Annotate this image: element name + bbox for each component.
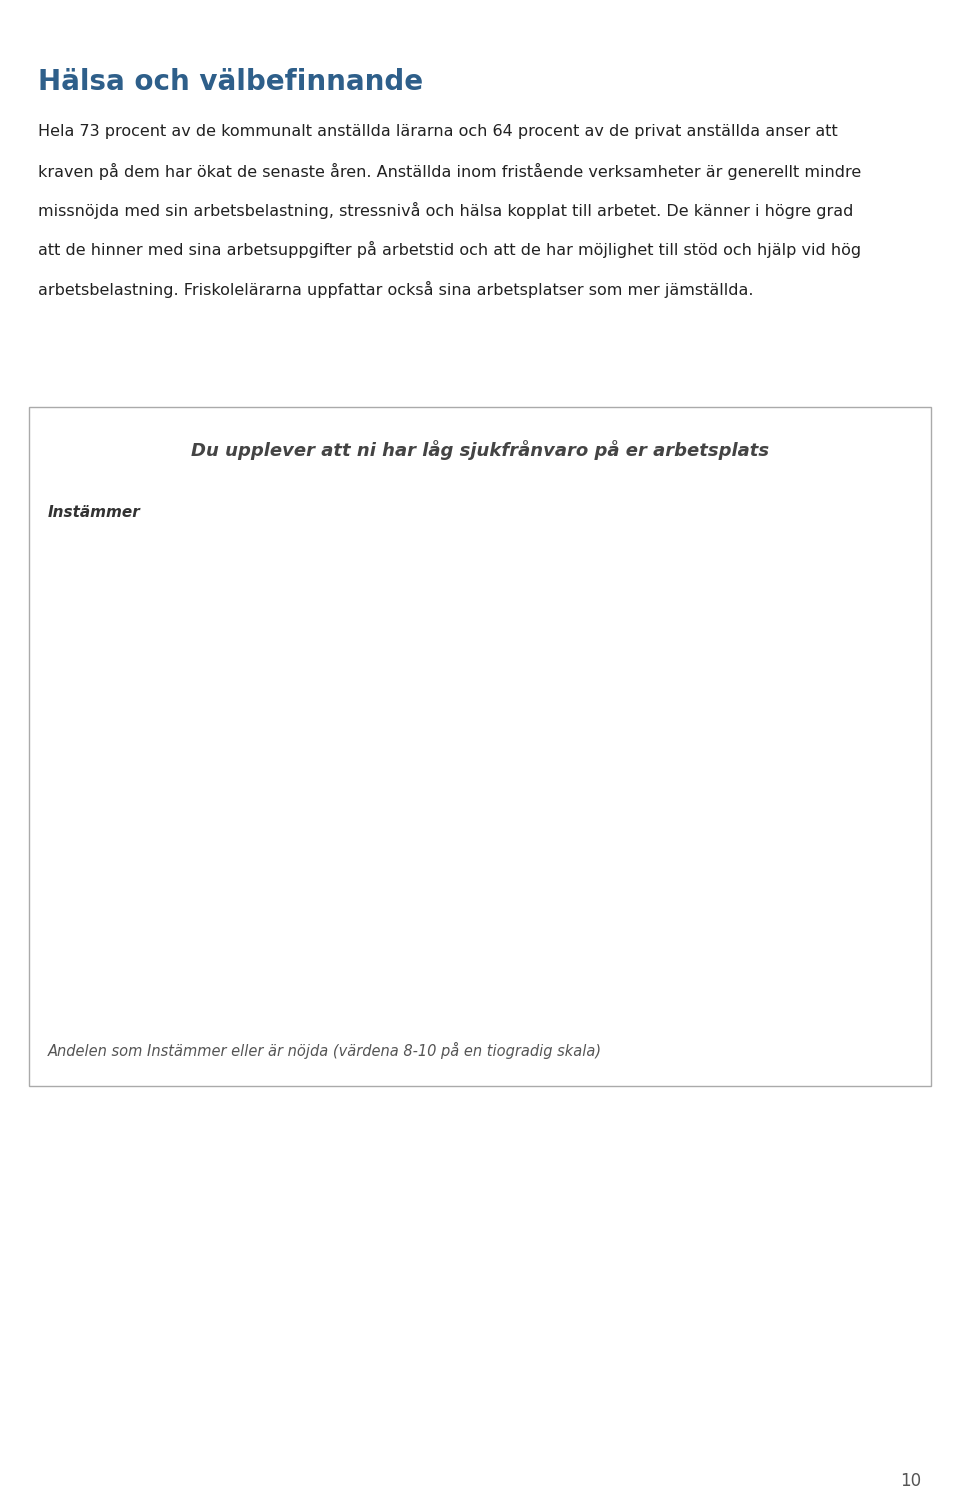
Text: Hälsa och välbefinnande: Hälsa och välbefinnande (38, 68, 423, 97)
Text: missnöjda med sin arbetsbelastning, stressnivå och hälsa kopplat till arbetet. D: missnöjda med sin arbetsbelastning, stre… (38, 202, 853, 219)
Bar (275, 823, 372, 1188)
Text: kraven på dem har ökat de senaste åren. Anställda inom fristående verksamheter ä: kraven på dem har ökat de senaste åren. … (38, 163, 862, 179)
Text: Andelen som Instämmer eller är nöjda (värdena 8-10 på en tiogradig skala): Andelen som Instämmer eller är nöjda (vä… (48, 1042, 602, 1059)
Text: 39%: 39% (687, 861, 731, 879)
Text: Du upplever att ni har låg sjukfrånvaro på er arbetsplats: Du upplever att ni har låg sjukfrånvaro … (191, 440, 769, 460)
Text: arbetsbelastning. Friskolelärarna uppfattar också sina arbetsplatser som mer jäm: arbetsbelastning. Friskolelärarna uppfat… (38, 280, 754, 297)
Bar (660, 885, 757, 1188)
Text: 47%: 47% (301, 799, 345, 817)
Text: att de hinner med sina arbetsuppgifter på arbetstid och att de har möjlighet til: att de hinner med sina arbetsuppgifter p… (38, 241, 861, 258)
Text: Instämmer: Instämmer (48, 505, 141, 520)
Text: Hela 73 procent av de kommunalt anställda lärarna och 64 procent av de privat an: Hela 73 procent av de kommunalt anställd… (38, 124, 838, 139)
Text: 10: 10 (900, 1472, 922, 1490)
